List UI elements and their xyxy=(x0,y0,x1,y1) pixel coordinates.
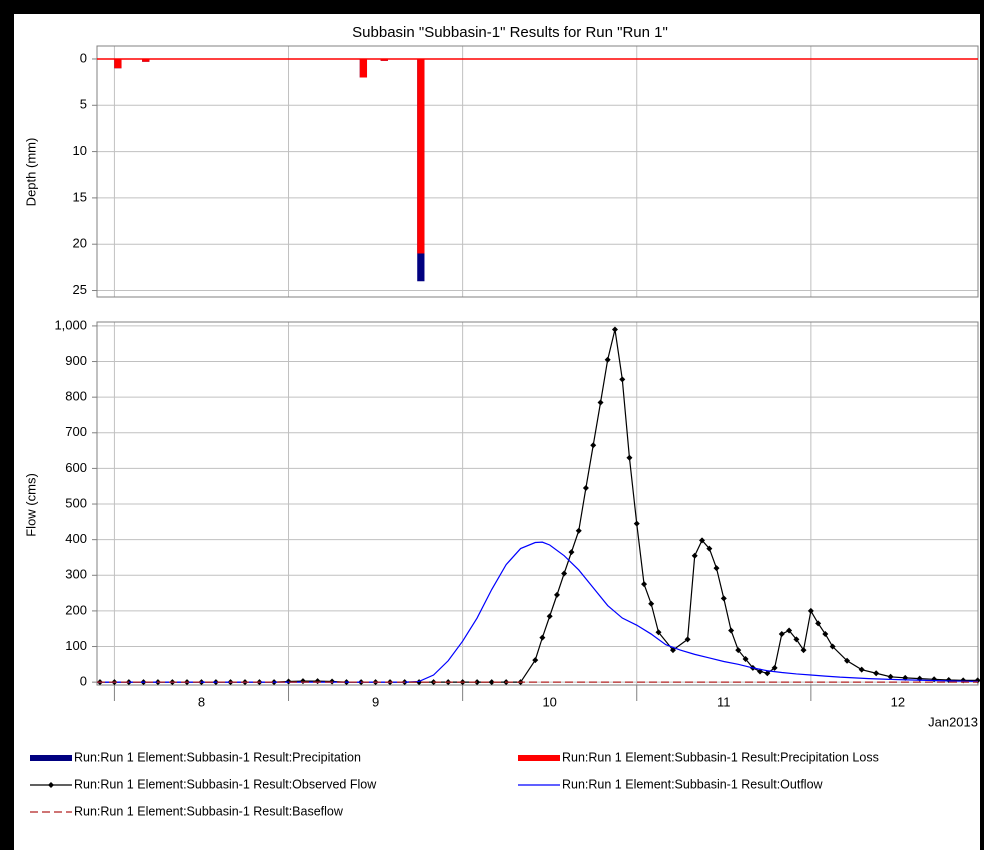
x-tick-label: 8 xyxy=(198,694,205,709)
y-tick-label: 5 xyxy=(80,97,87,112)
data-point xyxy=(546,613,553,620)
data-point xyxy=(887,673,894,680)
x-tick-label: 12 xyxy=(891,694,905,709)
data-point xyxy=(554,591,561,598)
data-point xyxy=(532,657,539,664)
bar xyxy=(380,58,388,61)
data-point xyxy=(611,326,618,333)
y-tick-label: 100 xyxy=(65,638,87,653)
data-point xyxy=(873,670,880,677)
data-point xyxy=(597,399,604,406)
legend-label: Run:Run 1 Element:Subbasin-1 Result:Prec… xyxy=(562,750,879,764)
data-point xyxy=(742,655,749,662)
y-tick-label: 10 xyxy=(73,143,87,158)
data-point xyxy=(561,570,568,577)
legend-label: Run:Run 1 Element:Subbasin-1 Result:Base… xyxy=(74,804,344,818)
bar xyxy=(359,58,368,78)
y-axis-label: Flow (cms) xyxy=(23,473,38,537)
data-point xyxy=(568,549,575,556)
data-point xyxy=(844,657,851,664)
data-point xyxy=(764,670,771,677)
y-tick-label: 1,000 xyxy=(54,317,87,332)
y-tick-label: 200 xyxy=(65,602,87,617)
data-point xyxy=(735,647,742,654)
chart-title: Subbasin "Subbasin-1" Results for Run "R… xyxy=(352,24,668,41)
background xyxy=(14,14,980,850)
data-point xyxy=(807,607,814,614)
y-tick-label: 25 xyxy=(73,282,87,297)
data-point xyxy=(728,627,735,634)
plot-frame xyxy=(96,45,979,298)
legend-label: Run:Run 1 Element:Subbasin-1 Result:Outf… xyxy=(562,777,824,791)
data-point xyxy=(793,636,800,643)
data-point xyxy=(285,678,292,685)
data-point xyxy=(815,620,822,627)
plot-frame xyxy=(96,321,979,686)
data-point xyxy=(604,356,611,363)
legend-label: Run:Run 1 Element:Subbasin-1 Result:Prec… xyxy=(74,750,361,764)
data-point xyxy=(641,581,648,588)
bar xyxy=(142,58,150,62)
data-point xyxy=(488,679,495,686)
y-tick-label: 500 xyxy=(65,495,87,510)
y-tick-label: 300 xyxy=(65,567,87,582)
data-point xyxy=(626,454,633,461)
data-point xyxy=(800,647,807,654)
data-point xyxy=(669,647,676,654)
y-tick-label: 600 xyxy=(65,460,87,475)
x-axis-label: Jan2013 xyxy=(928,714,978,729)
x-tick-label: 10 xyxy=(542,694,556,709)
y-tick-label: 15 xyxy=(73,189,87,204)
series-line xyxy=(97,541,979,683)
data-point xyxy=(590,442,597,449)
data-point xyxy=(691,552,698,559)
y-tick-label: 0 xyxy=(80,674,87,689)
data-point xyxy=(539,634,546,641)
data-point xyxy=(720,595,727,602)
bar xyxy=(114,58,122,69)
data-point xyxy=(619,376,626,383)
data-point xyxy=(713,565,720,572)
data-point xyxy=(706,545,713,552)
y-tick-label: 700 xyxy=(65,424,87,439)
data-point xyxy=(822,631,829,638)
data-point xyxy=(633,520,640,527)
data-point xyxy=(474,679,481,686)
y-tick-label: 0 xyxy=(80,50,87,65)
data-point xyxy=(778,631,785,638)
data-point xyxy=(699,537,706,544)
y-tick-label: 400 xyxy=(65,531,87,546)
data-point xyxy=(329,678,336,685)
y-tick-label: 20 xyxy=(73,236,87,251)
data-point xyxy=(858,666,865,673)
data-point xyxy=(684,636,691,643)
data-point xyxy=(771,664,778,671)
data-point xyxy=(582,485,589,492)
data-point xyxy=(648,600,655,607)
y-tick-label: 800 xyxy=(65,389,87,404)
data-point xyxy=(786,627,793,634)
data-point xyxy=(829,643,836,650)
bar xyxy=(417,58,425,254)
y-tick-label: 900 xyxy=(65,353,87,368)
data-point xyxy=(575,527,582,534)
x-tick-label: 9 xyxy=(372,694,379,709)
x-tick-label: 11 xyxy=(717,694,731,709)
legend-marker xyxy=(48,782,54,788)
y-axis-label: Depth (mm) xyxy=(23,138,38,207)
legend-label: Run:Run 1 Element:Subbasin-1 Result:Obse… xyxy=(74,777,377,791)
data-point xyxy=(655,629,662,636)
